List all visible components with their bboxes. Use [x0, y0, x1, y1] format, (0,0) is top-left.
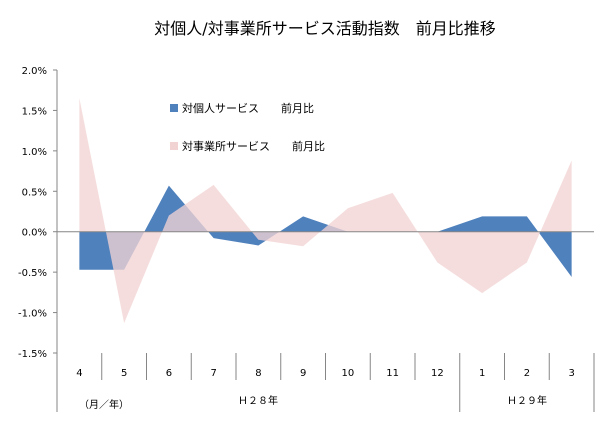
x-tick-label: 9 — [300, 368, 306, 379]
x-tick-label: 1 — [479, 368, 485, 379]
x-tick-label: 7 — [210, 368, 216, 379]
month-year-unit-label: （月／年） — [79, 398, 129, 411]
y-tick-label: -1.5% — [18, 349, 47, 360]
x-tick-label: 11 — [386, 368, 399, 379]
series-area-2 — [79, 98, 572, 324]
x-tick-label: 8 — [255, 368, 261, 379]
legend-swatch-1 — [170, 104, 178, 112]
x-tick-label: 10 — [342, 368, 355, 379]
x-axis: 4 5 6 7 8 9 10 11 12 1 2 3（月／年） Ｈ２８年 Ｈ２９年 — [56, 353, 595, 412]
y-tick-label: 0.0% — [22, 228, 47, 239]
year-group-label: Ｈ２９年 — [507, 394, 547, 407]
x-tick-label: 2 — [524, 368, 530, 379]
x-tick-label: 3 — [568, 368, 574, 379]
y-axis: 2.0% 1.5% 1.0% 0.5% 0.0% -0.5% -1.0% -1.5% — [18, 66, 58, 360]
y-tick-label: 1.0% — [22, 147, 47, 158]
legend-swatch-2 — [170, 142, 178, 150]
x-tick-label: 4 — [76, 368, 82, 379]
y-tick-label: 0.5% — [22, 187, 47, 198]
legend-label-1: 対個人サービス 前月比 — [182, 101, 314, 115]
plot-area — [57, 98, 594, 324]
y-tick-label: 2.0% — [22, 66, 47, 77]
x-tick-label: 5 — [121, 368, 127, 379]
chart-title: 対個人/対事業所サービス活動指数 前月比推移 — [154, 19, 495, 38]
x-tick-label: 12 — [431, 368, 444, 379]
legend-label-2: 対事業所サービス 前月比 — [182, 139, 325, 153]
y-tick-label: -1.0% — [18, 309, 47, 320]
y-tick-label: -0.5% — [18, 268, 47, 279]
y-tick-label: 1.5% — [22, 106, 47, 117]
x-tick-label: 6 — [166, 368, 172, 379]
year-group-label: Ｈ２８年 — [238, 394, 278, 407]
